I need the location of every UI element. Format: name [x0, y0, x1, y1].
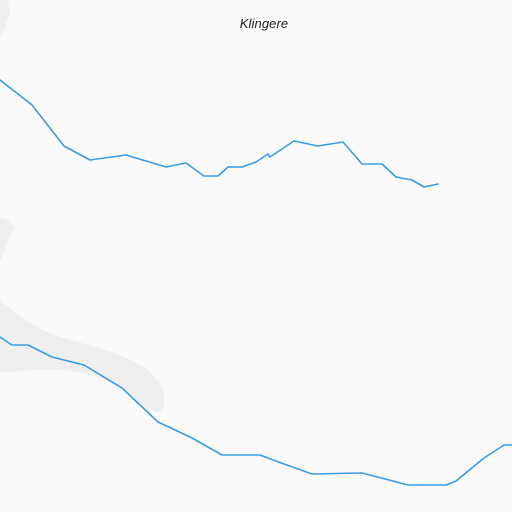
terrain-area-left-middle	[0, 218, 14, 262]
route-upper[interactable]	[0, 79, 439, 188]
route-lower[interactable]	[0, 336, 512, 486]
terrain-shading	[0, 0, 165, 412]
terrain-area-top-left	[0, 0, 10, 36]
route-lines	[0, 79, 512, 486]
place-label: Klingere	[239, 16, 289, 31]
terrain-area-valley	[0, 300, 165, 412]
